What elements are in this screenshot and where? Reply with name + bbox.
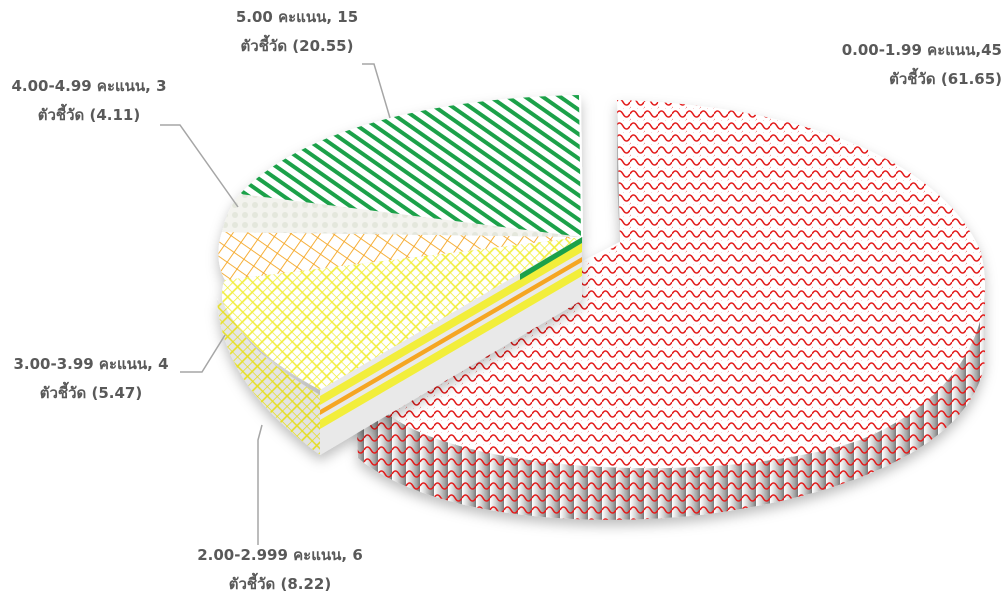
data-label-5-00: 5.00 คะแนน, 15 ตัวชี้วัด (20.55) xyxy=(222,3,372,61)
slice-2-00-2-999-top xyxy=(222,237,582,390)
data-label-0-00: 0.00-1.99 คะแนน,45 ตัวชี้วัด (61.65) xyxy=(832,36,1002,94)
slice-top-face xyxy=(355,100,985,469)
data-label-line: 4.00-4.99 คะแนน, 3 xyxy=(11,77,167,95)
data-label-line: ตัวชี้วัด (5.47) xyxy=(39,384,143,402)
data-label-2-00: 2.00-2.999 คะแนน, 6 ตัวชี้วัด (8.22) xyxy=(182,541,378,599)
leader-lines xyxy=(160,63,391,545)
slice-4-00-4-99-top xyxy=(218,232,582,280)
slice-inner-wall xyxy=(617,100,620,245)
cut-face-stripe-orange xyxy=(320,257,582,415)
data-label-line: ตัวชี้วัด (4.11) xyxy=(37,106,141,124)
leader-line-3-00 xyxy=(180,334,226,373)
data-label-line: 3.00-3.99 คะแนน, 4 xyxy=(13,355,169,373)
left-top-edge xyxy=(579,94,583,238)
data-label-4-00: 4.00-4.99 คะแนน, 3 ตัวชี้วัด (4.11) xyxy=(4,72,174,130)
pie-left-group xyxy=(217,94,583,455)
slice-yellow-side xyxy=(217,300,320,455)
slice-light-sliver-top xyxy=(222,194,582,237)
slice-5-00-top xyxy=(240,95,582,237)
cut-face-stripe-yellow-2 xyxy=(320,267,582,429)
leader-line-4-00 xyxy=(160,124,239,208)
data-label-line: ตัวชี้วัด (61.65) xyxy=(889,70,1002,88)
cut-face-stripe-green xyxy=(520,237,582,280)
data-label-line: 5.00 คะแนน, 15 xyxy=(235,8,359,26)
data-label-3-00: 3.00-3.99 คะแนน, 4 ตัวชี้วัด (5.47) xyxy=(6,350,176,408)
leader-line-5-00 xyxy=(362,63,391,119)
data-label-line: ตัวชี้วัด (20.55) xyxy=(240,37,354,55)
data-label-line: 0.00-1.99 คะแนน,45 xyxy=(841,41,1002,59)
data-label-line: 2.00-2.999 คะแนน, 6 xyxy=(197,546,363,564)
cut-face-stripe-yellow xyxy=(320,243,582,405)
slice-side-wall xyxy=(355,290,985,520)
data-label-line: ตัวชี้วัด (8.22) xyxy=(228,575,332,593)
leader-line-2-00 xyxy=(257,424,263,545)
